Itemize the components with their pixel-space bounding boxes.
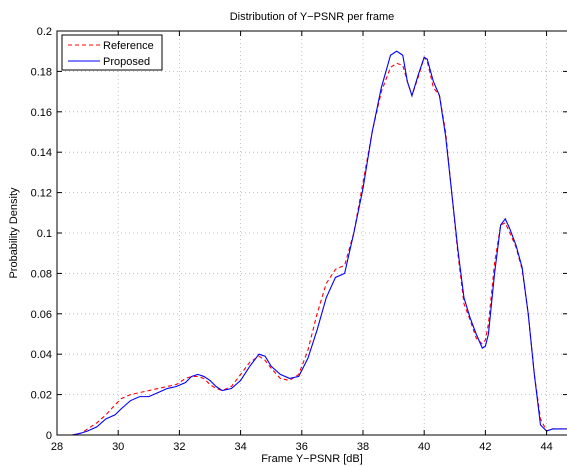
y-tick-label: 0.16 — [31, 107, 52, 119]
x-tick-label: 40 — [418, 441, 430, 453]
y-tick-label: 0.08 — [31, 268, 52, 280]
legend-label-reference: Reference — [103, 40, 154, 52]
legend: Reference Proposed — [61, 34, 163, 71]
series-line-proposed — [57, 50, 567, 436]
x-tick-label: 42 — [479, 441, 491, 453]
tick-layer: 28 30 32 34 36 38 40 42 44 0 0.02 0.04 0.06 0.08 0.1 0.… — [31, 26, 567, 453]
grid-layer — [57, 31, 567, 435]
x-tick-label: 34 — [234, 441, 246, 453]
y-tick-label: 0.18 — [31, 66, 52, 78]
y-tick-label: 0.14 — [31, 147, 52, 159]
x-tick-label: 32 — [173, 441, 185, 453]
series-layer — [57, 50, 567, 436]
x-tick-label: 44 — [540, 441, 552, 453]
legend-label-proposed: Proposed — [103, 56, 150, 68]
y-tick-label: 0.02 — [31, 390, 52, 402]
series-line-reference — [57, 56, 567, 436]
y-tick-label: 0.2 — [37, 26, 52, 38]
x-tick-label: 36 — [296, 441, 308, 453]
x-tick-label: 38 — [357, 441, 369, 453]
y-tick-label: 0.06 — [31, 309, 52, 321]
y-axis-title: Probability Density — [8, 187, 20, 279]
y-tick-label: 0.12 — [31, 188, 52, 200]
y-tick-label: 0.04 — [31, 349, 52, 361]
y-tick-label: 0.1 — [37, 228, 52, 240]
x-tick-label: 30 — [112, 441, 124, 453]
legend-box — [61, 34, 163, 71]
chart-title: Distribution of Y−PSNR per frame — [230, 11, 395, 23]
x-tick-label: 28 — [51, 441, 63, 453]
y-tick-label: 0 — [46, 430, 52, 442]
x-axis-title: Frame Y−PSNR [dB] — [261, 453, 363, 465]
